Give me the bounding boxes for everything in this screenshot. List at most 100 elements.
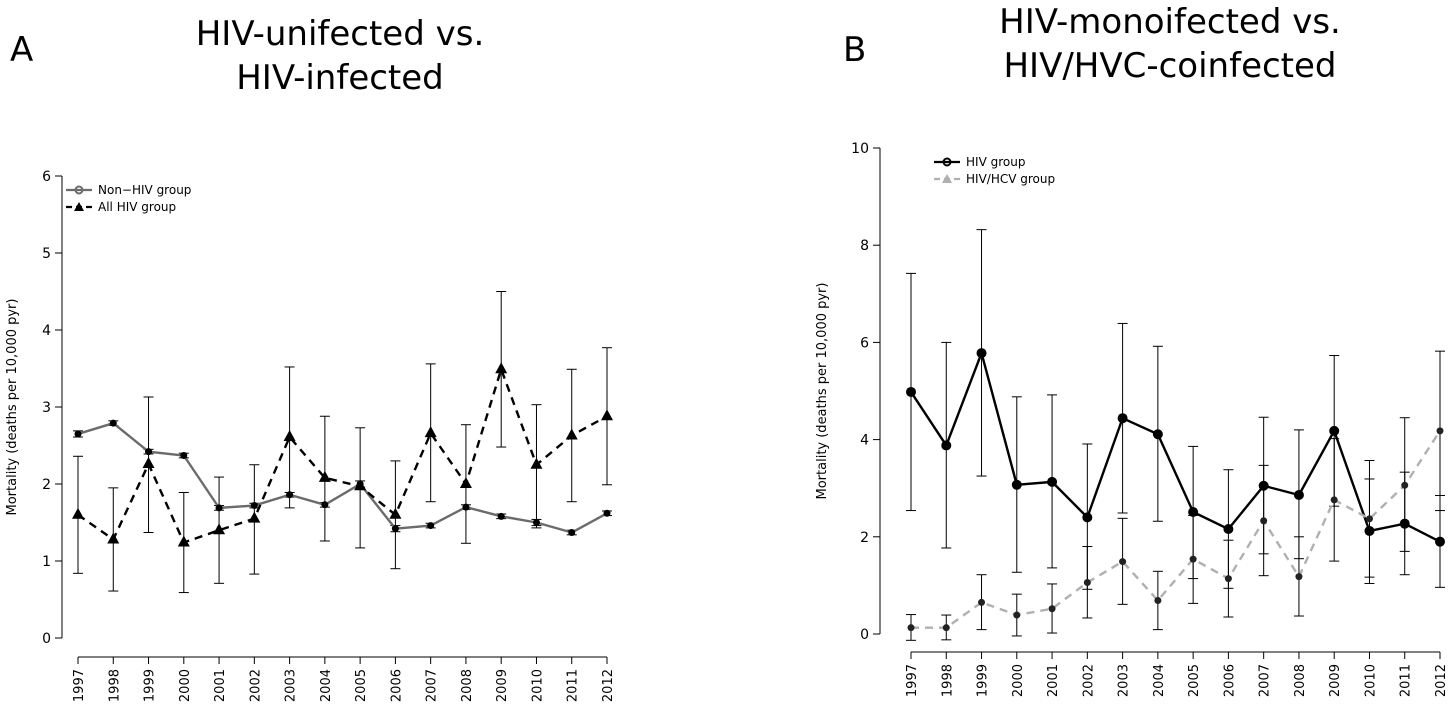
data-point — [354, 479, 367, 491]
series-0: HIV group — [906, 155, 1445, 590]
x-tick-label: 1997 — [905, 664, 920, 697]
legend-marker — [942, 174, 952, 183]
y-tick-label: 1 — [42, 554, 51, 570]
data-point — [74, 430, 82, 438]
series-line — [77, 368, 608, 544]
legend-label: Non−HIV group — [98, 183, 191, 197]
data-point — [389, 507, 402, 519]
legend-marker — [74, 202, 84, 211]
y-tick-label: 4 — [42, 323, 51, 339]
x-tick-label: 2004 — [1152, 664, 1167, 697]
data-point — [530, 457, 543, 469]
data-point — [942, 624, 950, 632]
data-point — [976, 348, 987, 359]
data-point — [1295, 573, 1303, 581]
data-point — [177, 535, 190, 547]
x-tick-label: 2011 — [566, 669, 581, 702]
x-tick-label: 1998 — [107, 669, 122, 702]
data-point — [1436, 427, 1444, 435]
x-tick-label: 1999 — [143, 669, 158, 702]
data-point — [568, 529, 576, 537]
data-point — [283, 430, 296, 442]
data-point — [1119, 558, 1127, 566]
x-tick-label: 2003 — [1117, 664, 1132, 697]
x-tick-label: 2001 — [213, 669, 228, 702]
x-tick-label: 2005 — [1187, 664, 1202, 697]
data-point — [1293, 490, 1304, 501]
x-tick-label: 2011 — [1399, 664, 1414, 697]
x-tick-label: 2005 — [354, 669, 369, 702]
data-point — [142, 456, 155, 468]
data-point — [1329, 425, 1340, 436]
data-point — [1117, 413, 1128, 424]
data-point — [1224, 575, 1232, 583]
x-tick-label: 2000 — [1011, 664, 1026, 697]
data-point — [1435, 536, 1445, 547]
data-point — [941, 440, 952, 451]
x-tick-label: 2010 — [530, 669, 545, 702]
data-point — [1047, 476, 1058, 487]
data-point — [603, 509, 611, 517]
x-tick-label: 2006 — [389, 669, 404, 702]
y-axis-label: Mortality (deaths per 10,000 pyr) — [5, 299, 20, 516]
x-tick-label: 2009 — [1328, 664, 1343, 697]
x-tick-label: 1999 — [976, 664, 991, 697]
x-tick-label: 2002 — [1081, 664, 1096, 697]
x-tick-label: 2007 — [1258, 664, 1273, 697]
data-point — [497, 512, 505, 520]
x-tick-label: 2006 — [1222, 664, 1237, 697]
data-point — [978, 598, 986, 606]
data-point — [907, 624, 915, 632]
panel-b-label: B — [843, 30, 867, 70]
y-tick-label: 10 — [851, 141, 869, 157]
data-point — [109, 419, 117, 427]
data-point — [1330, 496, 1338, 504]
y-tick-label: 0 — [860, 627, 869, 643]
series-0: Non−HIV group — [66, 183, 612, 537]
data-point — [1048, 605, 1056, 613]
x-tick-label: 2002 — [248, 669, 263, 702]
data-point — [1365, 515, 1373, 523]
x-tick-label: 2003 — [284, 669, 299, 702]
chart-panel-b: 0 2 4 6 8 10 Mortality (deaths per 10,000 pyr)… — [815, 141, 1449, 697]
data-point — [427, 522, 435, 530]
series-line — [77, 421, 608, 534]
y-tick-label: 4 — [860, 433, 869, 449]
y-tick-label: 2 — [42, 477, 51, 493]
data-point — [1152, 429, 1163, 440]
data-point — [424, 426, 437, 438]
data-point — [1260, 517, 1268, 525]
data-point — [180, 452, 188, 460]
series-line — [909, 351, 1441, 543]
data-point — [318, 470, 331, 482]
x-tick-label: 2004 — [319, 669, 334, 702]
x-tick-label: 2007 — [425, 669, 440, 702]
data-point — [248, 511, 261, 523]
series-1: HIV/HCV group — [906, 172, 1445, 641]
data-point — [565, 428, 578, 440]
data-point — [1401, 481, 1409, 489]
y-tick-label: 8 — [860, 238, 869, 254]
legend-label: HIV group — [966, 155, 1025, 169]
y-tick-label: 5 — [42, 246, 51, 262]
legend-marker — [942, 157, 952, 167]
x-tick-label: 2008 — [460, 669, 475, 702]
y-tick-label: 6 — [42, 169, 51, 185]
x-tick-label: 2001 — [1046, 664, 1061, 697]
y-tick-label: 0 — [42, 631, 51, 647]
panel-a-title: HIV-unifected vs. HIV-infected — [140, 12, 540, 100]
x-tick-label: 1998 — [940, 664, 955, 697]
data-point — [1011, 479, 1022, 490]
x-tick-label: 1997 — [72, 669, 87, 702]
y-axis-label: Mortality (deaths per 10,000 pyr) — [815, 283, 830, 500]
legend-marker — [74, 185, 84, 195]
x-tick-label: 2009 — [495, 669, 510, 702]
panel-a-title-line-2: HIV-infected — [236, 58, 444, 98]
data-point — [459, 477, 472, 488]
data-point — [1188, 507, 1199, 518]
chart-panel-a: 0 1 2 3 4 5 6 Mortality (deaths per 10,000 pyr)… — [5, 169, 616, 702]
data-point — [72, 507, 84, 519]
data-point — [1189, 555, 1197, 563]
panel-a-label: A — [10, 30, 34, 70]
